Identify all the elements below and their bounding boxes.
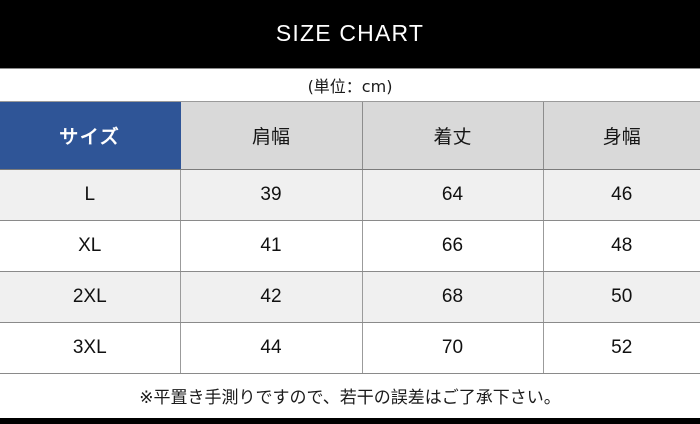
cell-chest: 52 — [543, 322, 700, 374]
column-header-shoulder: 肩幅 — [180, 101, 363, 170]
size-table: (単位：cm) サイズ 肩幅 着丈 身幅 L 39 64 46 XL 41 — [0, 69, 700, 418]
unit-row: (単位：cm) — [0, 69, 700, 102]
cell-size: 2XL — [0, 271, 181, 323]
cell-chest: 46 — [543, 169, 700, 221]
unit-note: (単位：cm) — [0, 69, 700, 102]
cell-length: 66 — [362, 220, 544, 272]
cell-size: L — [0, 169, 181, 221]
cell-length: 70 — [362, 322, 544, 374]
measurement-disclaimer: ※平置き手測りですので、若干の誤差はご了承下さい。 — [0, 373, 700, 418]
table-row: 2XL 42 68 50 — [0, 271, 700, 323]
cell-chest: 48 — [543, 220, 700, 272]
cell-size: XL — [0, 220, 181, 272]
cell-length: 68 — [362, 271, 544, 323]
table-header-row: サイズ 肩幅 着丈 身幅 — [0, 101, 700, 170]
title-banner: SIZE CHART — [0, 0, 700, 68]
cell-length: 64 — [362, 169, 544, 221]
column-header-chest: 身幅 — [543, 101, 700, 170]
cell-shoulder: 41 — [180, 220, 363, 272]
page-title: SIZE CHART — [275, 19, 425, 46]
cell-shoulder: 42 — [180, 271, 363, 323]
size-table-container: (単位：cm) サイズ 肩幅 着丈 身幅 L 39 64 46 XL 41 — [0, 68, 700, 418]
cell-shoulder: 44 — [180, 322, 363, 374]
footer-note-row: ※平置き手測りですので、若干の誤差はご了承下さい。 — [0, 373, 700, 418]
column-header-length: 着丈 — [362, 101, 544, 170]
table-row: L 39 64 46 — [0, 169, 700, 221]
cell-chest: 50 — [543, 271, 700, 323]
cell-shoulder: 39 — [180, 169, 363, 221]
table-row: XL 41 66 48 — [0, 220, 700, 272]
cell-size: 3XL — [0, 322, 181, 374]
column-header-size: サイズ — [0, 101, 181, 170]
table-row: 3XL 44 70 52 — [0, 322, 700, 374]
